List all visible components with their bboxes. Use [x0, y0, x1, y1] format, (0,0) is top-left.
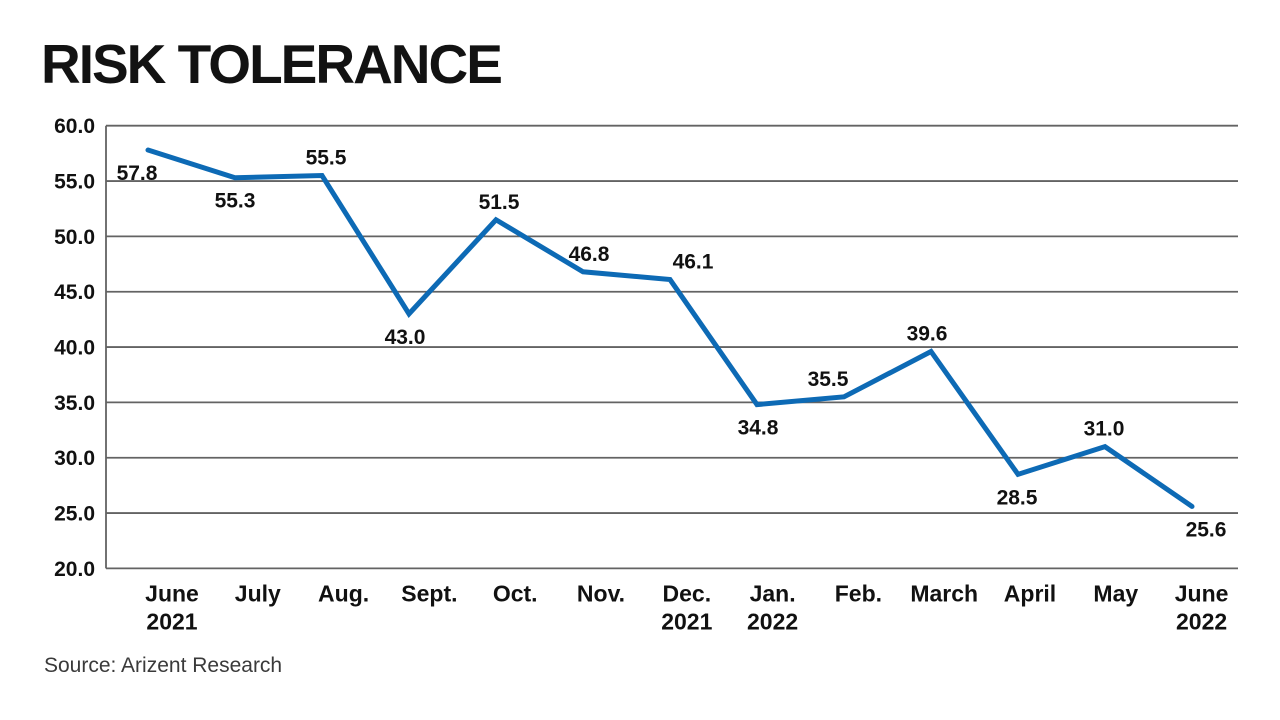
- x-axis-tick-label: Jan.: [750, 581, 796, 607]
- data-point-value-label: 55.5: [306, 147, 347, 170]
- x-axis-tick-label: Aug.: [318, 581, 369, 607]
- data-point-value-label: 51.5: [479, 191, 520, 214]
- x-axis-tick-label: May: [1093, 581, 1138, 607]
- y-axis-tick-label: 50.0: [54, 226, 95, 249]
- x-axis-tick-label: Sept.: [401, 581, 457, 607]
- data-point-value-label: 39.6: [907, 322, 948, 345]
- data-point-value-label: 31.0: [1084, 418, 1125, 441]
- data-point-value-label: 25.6: [1186, 518, 1227, 541]
- x-axis-tick-label: March: [910, 581, 978, 607]
- source-caption: Source: Arizent Research: [44, 654, 283, 677]
- y-axis-tick-label: 35.0: [54, 392, 95, 415]
- x-axis-tick-label: Nov.: [577, 581, 625, 607]
- y-axis-tick-label: 60.0: [54, 115, 95, 138]
- y-axis-tick-label: 25.0: [54, 503, 95, 526]
- y-axis-tick-label: 45.0: [54, 281, 95, 304]
- data-point-value-label: 46.1: [673, 251, 714, 274]
- y-axis-tick-label: 20.0: [54, 558, 95, 581]
- y-axis-tick-label: 30.0: [54, 447, 95, 470]
- data-point-value-label: 35.5: [808, 368, 849, 391]
- x-axis-tick-label: 2021: [661, 609, 712, 635]
- x-axis-tick-label: Dec.: [663, 581, 712, 607]
- x-axis-tick-label: 2021: [146, 609, 197, 635]
- x-axis-tick-label: Oct.: [493, 581, 538, 607]
- chart-title: RISK TOLERANCE: [41, 33, 503, 95]
- data-point-value-label: 46.8: [569, 243, 610, 266]
- x-axis-tick-label: April: [1004, 581, 1056, 607]
- x-axis-tick-label: July: [235, 581, 281, 607]
- x-axis-tick-label: Feb.: [835, 581, 882, 607]
- data-point-value-label: 55.3: [215, 190, 256, 213]
- data-point-value-label: 57.8: [117, 162, 158, 185]
- x-axis-tick-label: June: [1175, 581, 1229, 607]
- y-axis-tick-label: 40.0: [54, 337, 95, 360]
- x-axis-tick-label: 2022: [747, 609, 798, 635]
- y-axis-tick-label: 55.0: [54, 171, 95, 194]
- data-point-value-label: 28.5: [997, 486, 1038, 509]
- data-point-value-label: 43.0: [385, 326, 426, 349]
- x-axis-tick-label: 2022: [1176, 609, 1227, 635]
- data-point-value-label: 34.8: [738, 417, 779, 440]
- x-axis-tick-label: June: [145, 581, 199, 607]
- risk-tolerance-series-line: [145, 147, 1195, 509]
